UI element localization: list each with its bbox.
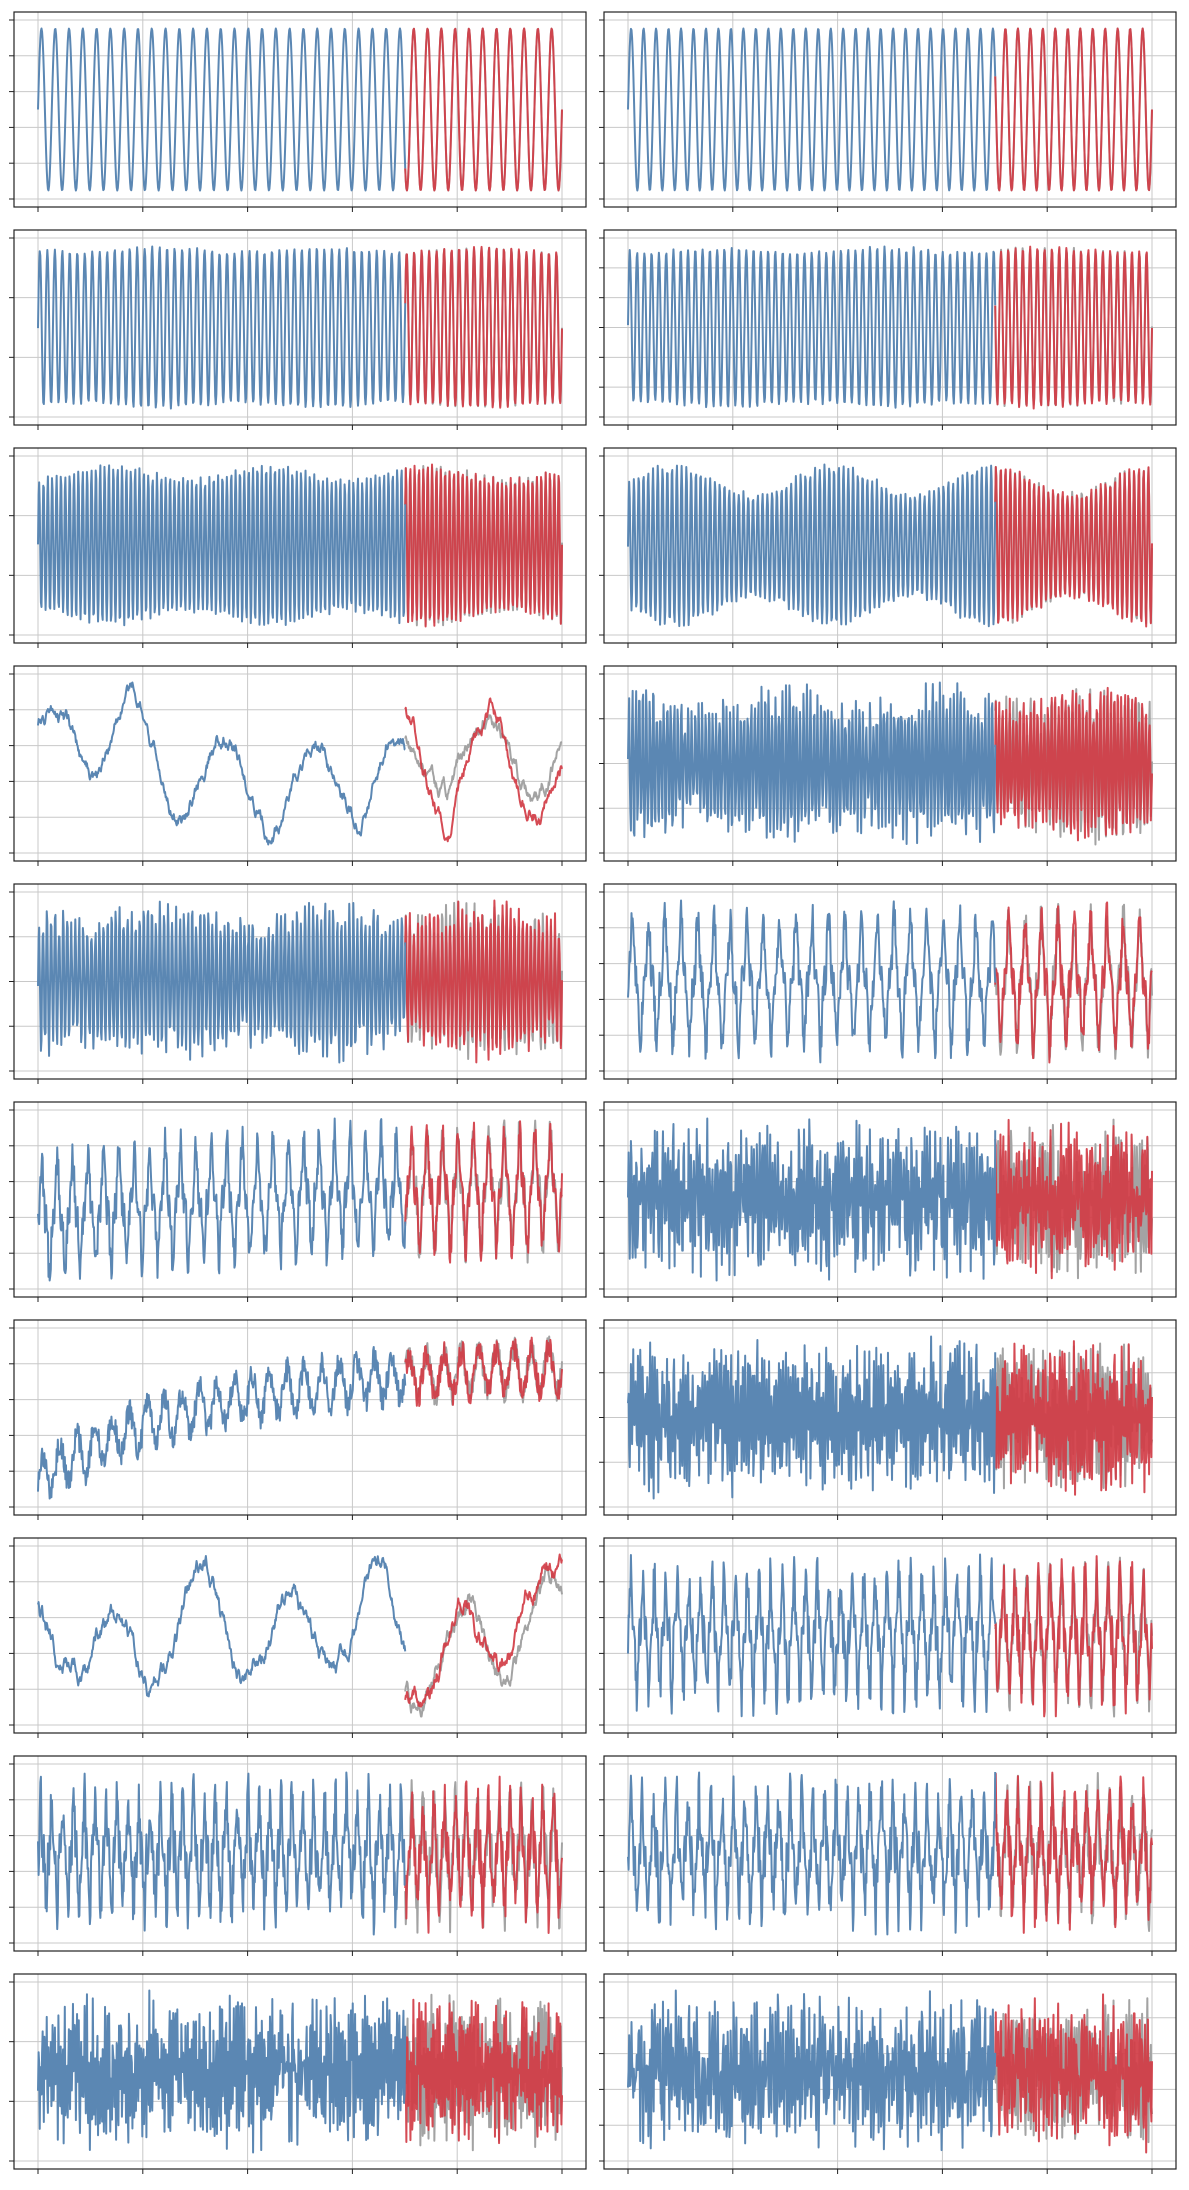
series-forecast-line: [404, 27, 563, 192]
grid: [14, 1102, 586, 1297]
chart-panel-2: [599, 11, 1177, 212]
chart-panel-14: [599, 1319, 1177, 1520]
series-forecast-line: [404, 1998, 563, 2145]
axes-frame: [13, 665, 587, 862]
chart-panel-19: [9, 1973, 587, 2174]
series-history-line: [627, 1989, 997, 2152]
series-history-line: [37, 1989, 407, 2154]
series-history-line: [37, 1555, 407, 1698]
axes-frame: [603, 883, 1177, 1080]
axes-frame: [13, 1319, 587, 1516]
grid: [14, 666, 586, 861]
series-history-line: [627, 463, 997, 628]
series-history-line: [627, 681, 997, 846]
chart-panel-5: [9, 447, 587, 648]
axes-frame: [13, 1755, 587, 1952]
series-forecast-line: [994, 27, 1153, 192]
grid: [14, 1320, 586, 1515]
grid: [14, 1538, 586, 1733]
axes-frame: [603, 447, 1177, 644]
axes-frame: [603, 665, 1177, 862]
chart-panel-20: [599, 1973, 1177, 2174]
series-forecast-line: [994, 1340, 1153, 1496]
chart-panel-11: [9, 1101, 587, 1302]
series-forecast-line: [404, 245, 563, 409]
chart-panel-6: [599, 447, 1177, 648]
axes-frame: [13, 229, 587, 426]
axes-frame: [603, 1973, 1177, 2170]
series-forecast-line: [404, 1775, 563, 1934]
chart-panel-8: [599, 665, 1177, 866]
series-history-line: [627, 1553, 997, 1718]
series-history-line: [627, 899, 997, 1064]
chart-panel-17: [9, 1755, 587, 1956]
series-forecast-line: [404, 1120, 563, 1264]
series-history-line: [37, 900, 407, 1064]
axes-frame: [13, 11, 587, 208]
grid: [14, 1756, 586, 1951]
series-forecast-line: [994, 686, 1153, 842]
series-forecast-line: [994, 1993, 1153, 2154]
chart-panel-7: [9, 665, 587, 866]
series-history-line: [627, 1117, 997, 1282]
chart-panel-15: [9, 1537, 587, 1738]
series-forecast-line: [994, 1555, 1153, 1718]
series-forecast-line: [994, 1771, 1153, 1934]
axes-frame: [603, 229, 1177, 426]
axes-frame: [13, 883, 587, 1080]
series-forecast-line: [994, 1118, 1153, 1280]
series-history-line: [627, 1771, 997, 1936]
chart-panel-4: [599, 229, 1177, 430]
axes-frame: [13, 447, 587, 644]
axes-frame: [603, 1537, 1177, 1734]
series-history-line: [627, 27, 997, 192]
series-forecast-line: [994, 466, 1153, 628]
axes-frame: [603, 11, 1177, 208]
series-history-line: [37, 245, 407, 410]
chart-panel-1: [9, 11, 587, 212]
series-forecast-line: [994, 245, 1153, 410]
series-history-line: [627, 245, 997, 409]
chart-panel-9: [9, 883, 587, 1084]
axes-frame: [13, 1101, 587, 1298]
series-forecast-line: [404, 697, 563, 843]
chart-panel-3: [9, 229, 587, 430]
axes-frame: [13, 1537, 587, 1734]
series-history-line: [37, 27, 407, 192]
axes-frame: [603, 1755, 1177, 1952]
axes-frame: [13, 1973, 587, 2170]
series-forecast-line: [404, 899, 563, 1064]
chart-panel-16: [599, 1537, 1177, 1738]
series-history-line: [627, 1335, 997, 1500]
series-forecast-line: [404, 1336, 563, 1407]
chart-panel-18: [599, 1755, 1177, 1956]
series-history-line: [37, 681, 406, 846]
series-forecast-line: [404, 1553, 563, 1708]
series-forecast-line: [404, 463, 563, 628]
chart-panel-10: [599, 883, 1177, 1084]
axes-frame: [603, 1101, 1177, 1298]
series-history-line: [37, 1771, 406, 1936]
series-history-line: [37, 1345, 407, 1500]
chart-panel-12: [599, 1101, 1177, 1302]
axes-frame: [603, 1319, 1177, 1516]
series-history-line: [37, 464, 407, 627]
series-actual-line: [404, 1565, 563, 1718]
series-forecast-line: [994, 901, 1153, 1064]
series-history-line: [37, 1117, 407, 1282]
chart-panel-13: [9, 1319, 587, 1520]
